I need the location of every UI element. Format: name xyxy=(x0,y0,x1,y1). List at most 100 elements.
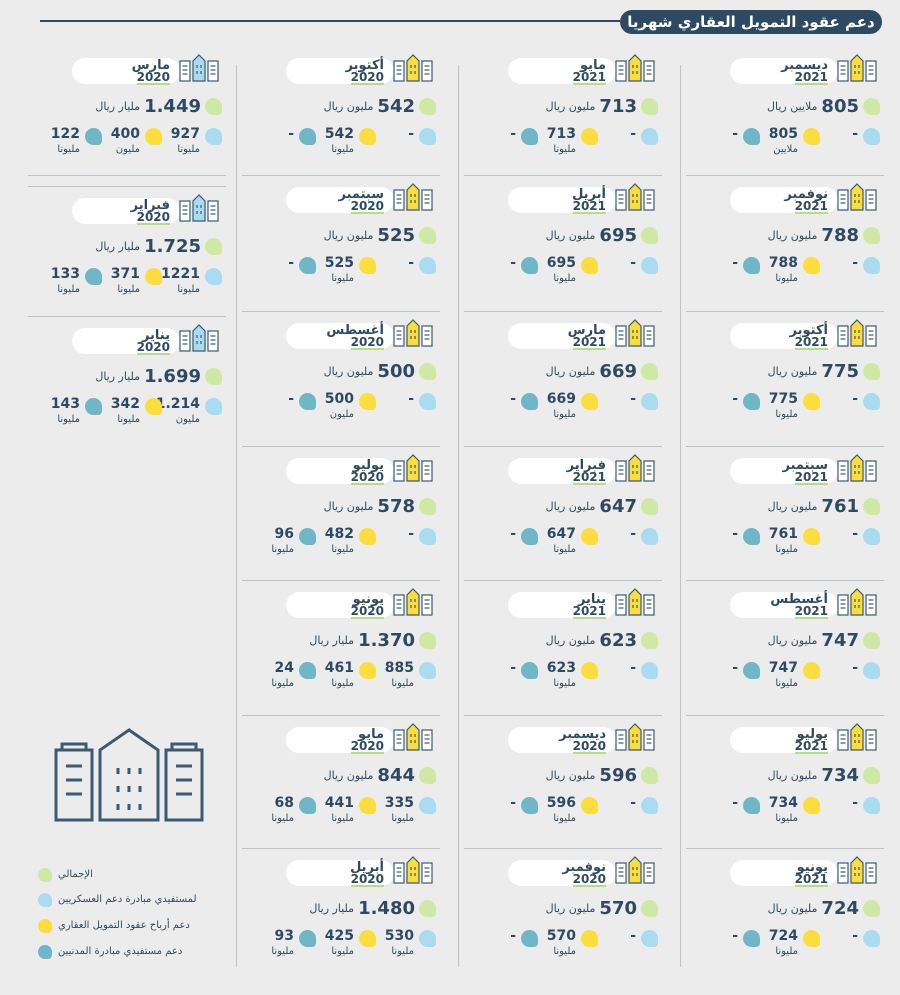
stat-cell: 133 مليونا xyxy=(42,266,102,306)
row-divider xyxy=(242,175,440,176)
stat-cell: 68 مليونا xyxy=(256,795,316,835)
stat-cell: 525 مليونا xyxy=(316,255,376,295)
building-icon xyxy=(179,324,219,352)
stat-value: 342 xyxy=(110,396,140,412)
bubble-icon xyxy=(419,257,436,274)
month-card: أكتوبر 2020 542 مليون ريال -542 مليونا - xyxy=(246,54,436,193)
total-row: 761 مليون ريال xyxy=(768,495,880,517)
month-pill: يونيو 2020 xyxy=(286,592,394,619)
building-icon xyxy=(615,856,655,884)
total-bubble-icon xyxy=(863,97,880,115)
month-pill: نوفمبر 2021 xyxy=(730,187,838,214)
month-pill: سبتمبر 2020 xyxy=(286,187,394,214)
stat-unit: ملايين xyxy=(773,144,798,155)
stat-value: - xyxy=(732,795,738,811)
stat-cell: - xyxy=(598,255,658,295)
total-value: 1.699 xyxy=(144,365,201,387)
bubble-icon xyxy=(419,797,436,814)
stat-value: - xyxy=(408,255,414,271)
stat-value: - xyxy=(732,255,738,271)
year-label: 2021 xyxy=(572,199,606,214)
stat-value: - xyxy=(732,526,738,542)
month-card: سبتمبر 2020 525 مليون ريال -525 مليونا - xyxy=(246,183,436,322)
building-icon xyxy=(393,319,433,347)
stat-value: - xyxy=(732,660,738,676)
total-row: 647 مليون ريال xyxy=(546,495,658,517)
month-card: ديسمبر 2021 805 ملايين ريال -805 ملايين - xyxy=(690,54,880,193)
stat-unit: مليونا xyxy=(271,544,294,555)
total-value: 788 xyxy=(821,224,859,246)
bubble-icon xyxy=(581,257,598,274)
month-label: يوليو xyxy=(796,727,828,742)
total-bubble-icon xyxy=(419,362,436,380)
stat-value: 500 xyxy=(324,391,354,407)
total-row: 1.370 مليار ريال xyxy=(309,629,436,651)
month-pill: أكتوبر 2021 xyxy=(730,323,838,350)
building-icon xyxy=(179,194,219,222)
bubble-icon xyxy=(419,128,436,145)
month-pill: ديسمبر 2020 xyxy=(508,727,616,754)
row-divider xyxy=(464,446,662,447)
stat-unit: مليونا xyxy=(775,946,798,957)
stat-value: - xyxy=(852,928,858,944)
total-value: 1.449 xyxy=(144,95,201,117)
stat-value: - xyxy=(510,795,516,811)
legend-label: دعم مستفيدي مبادرة المدنيين xyxy=(58,946,183,957)
row-divider xyxy=(686,848,884,849)
month-card: مارس 2021 669 مليون ريال -669 مليونا - xyxy=(468,319,658,458)
building-icon xyxy=(615,183,655,211)
total-row: 570 مليون ريال xyxy=(546,897,658,919)
stat-value: 143 xyxy=(50,396,80,412)
stat-cell: 342 مليونا xyxy=(102,396,162,436)
month-label: ديسمبر xyxy=(559,727,606,742)
stat-unit: مليونا xyxy=(775,409,798,420)
bubble-icon xyxy=(743,393,760,410)
bubble-icon xyxy=(85,268,102,285)
bubble-icon xyxy=(419,393,436,410)
month-card: أبريل 2020 1.480 مليار ريال 530 مليونا 425 مليو… xyxy=(246,856,436,995)
bubble-icon xyxy=(359,662,376,679)
bubble-icon xyxy=(641,662,658,679)
month-label: سبتمبر xyxy=(782,458,828,473)
total-value: 724 xyxy=(821,897,859,919)
stat-value: 647 xyxy=(546,526,576,542)
stat-cell: - xyxy=(700,126,760,166)
total-row: 695 مليون ريال xyxy=(546,224,658,246)
building-icon xyxy=(837,856,877,884)
bubble-icon xyxy=(581,930,598,947)
month-label: أغسطس xyxy=(326,323,384,338)
month-pill: مايو 2021 xyxy=(508,58,616,85)
bubble-icon xyxy=(85,398,102,415)
bubble-icon xyxy=(863,662,880,679)
total-unit: مليون ريال xyxy=(545,99,596,113)
stat-unit: مليونا xyxy=(331,813,354,824)
year-label: 2020 xyxy=(350,335,384,350)
month-card: فبراير 2021 647 مليون ريال -647 مليونا - xyxy=(468,454,658,593)
stat-unit: مليونا xyxy=(117,284,140,295)
stat-unit: مليونا xyxy=(57,144,80,155)
building-icon xyxy=(393,723,433,751)
bubble-icon xyxy=(521,393,538,410)
month-label: سبتمبر xyxy=(338,187,384,202)
stat-value: 747 xyxy=(768,660,798,676)
total-row: 669 مليون ريال xyxy=(546,360,658,382)
stat-unit: مليونا xyxy=(553,273,576,284)
stat-value: 788 xyxy=(768,255,798,271)
stat-value: - xyxy=(852,255,858,271)
column-divider xyxy=(458,65,459,967)
column-divider xyxy=(680,65,681,967)
row-divider xyxy=(28,316,226,317)
legend-bubble-icon xyxy=(38,868,52,882)
stat-value: 1.214 xyxy=(155,396,200,412)
building-icon xyxy=(393,54,433,82)
stat-cell: 747 مليونا xyxy=(760,660,820,700)
bubble-icon xyxy=(863,797,880,814)
bubble-icon xyxy=(85,128,102,145)
month-card: يونيو 2021 724 مليون ريال -724 مليونا - xyxy=(690,856,880,995)
total-unit: مليون ريال xyxy=(545,633,596,647)
stat-value: - xyxy=(630,255,636,271)
total-row: 623 مليون ريال xyxy=(546,629,658,651)
breakdown-row: 335 مليونا 441 مليونا 68 مليونا xyxy=(256,795,436,835)
total-value: 713 xyxy=(599,95,637,117)
legend-item: الإجمالي xyxy=(38,868,248,886)
